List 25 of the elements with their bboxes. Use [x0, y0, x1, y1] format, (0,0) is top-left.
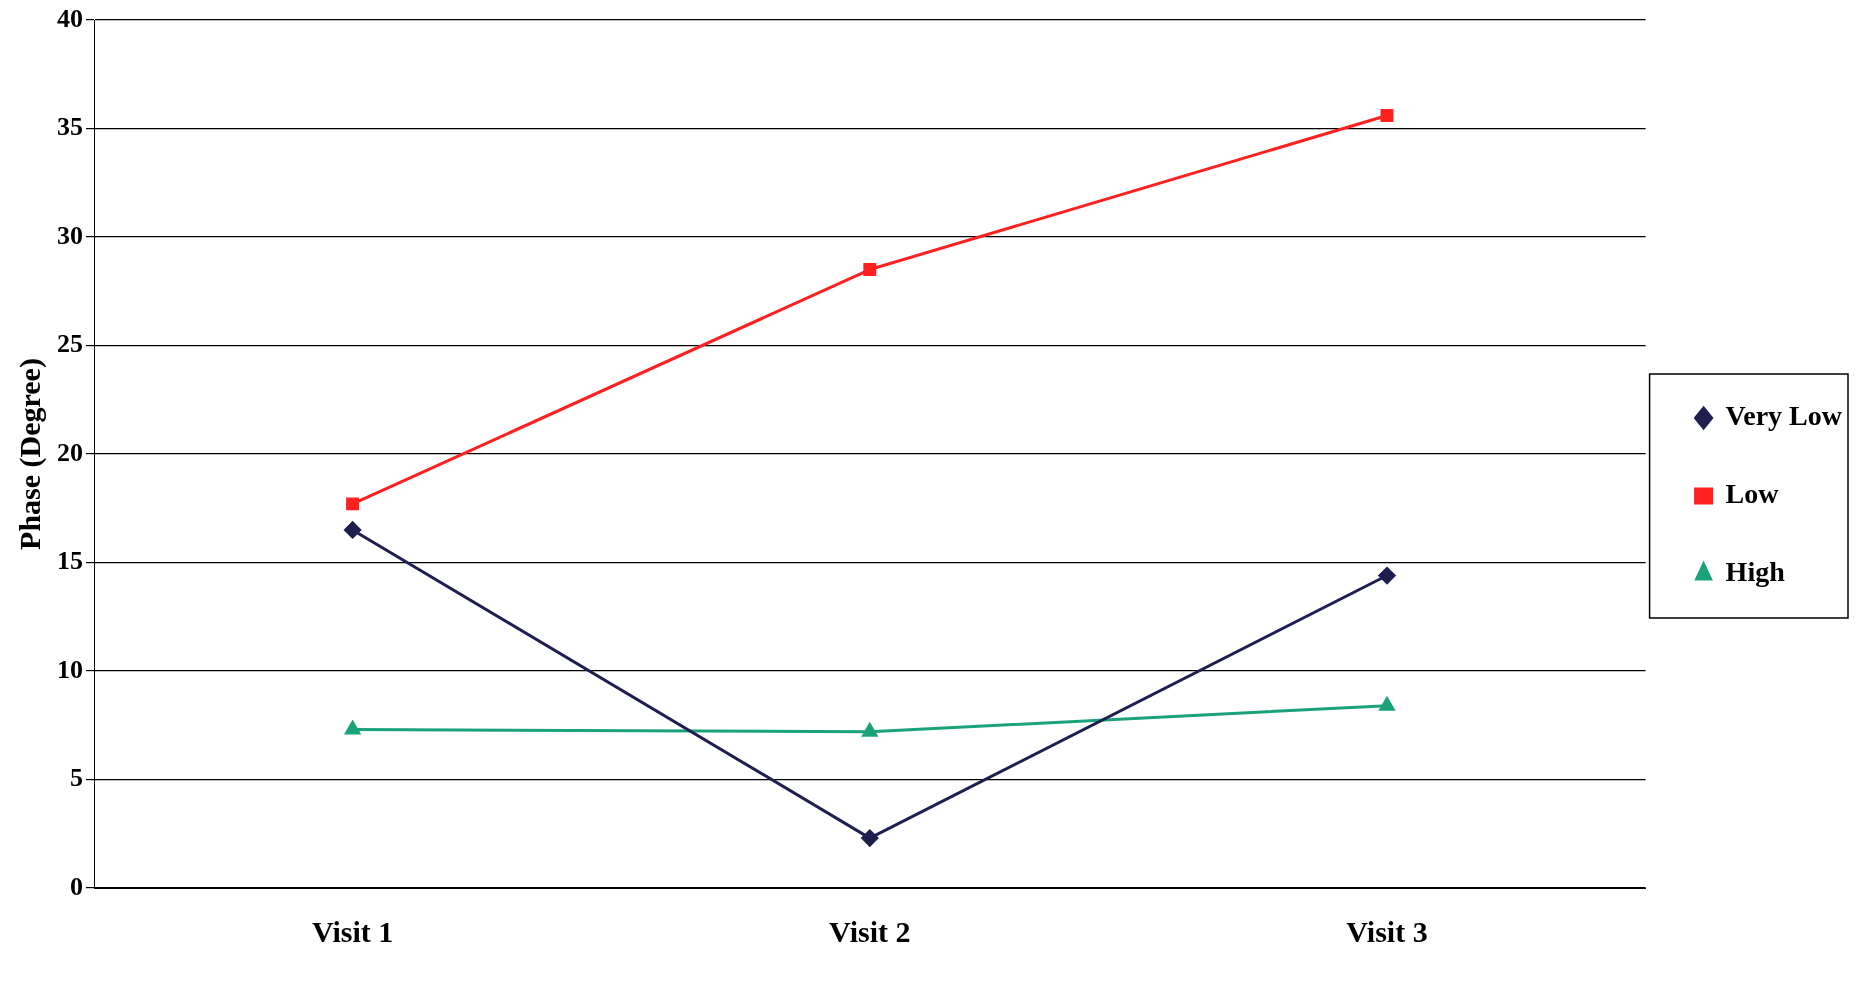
point [1379, 697, 1395, 711]
y-tick-label: 25 [57, 329, 83, 359]
y-tick-label: 40 [57, 3, 83, 33]
y-tick-label: 15 [57, 546, 83, 576]
y-tick-label: 10 [57, 654, 83, 684]
y-tick-label: 30 [57, 220, 83, 250]
x-tick-label: Visit 2 [829, 914, 911, 948]
legend-label: High [1725, 556, 1786, 588]
x-tick-label: Visit 1 [311, 914, 394, 948]
point [1378, 567, 1396, 585]
y-tick-label: 20 [57, 437, 83, 467]
y-axis-title: Phase (Degree) [12, 358, 47, 550]
legend-label: Low [1725, 478, 1780, 510]
point [861, 829, 879, 847]
point [862, 723, 878, 737]
x-tick-label: Visit 3 [1346, 914, 1428, 948]
y-tick-label: 35 [57, 112, 83, 142]
point [863, 263, 877, 276]
legend-label: Very Low [1725, 400, 1843, 432]
point [345, 721, 361, 735]
y-tick-label: 0 [70, 871, 83, 901]
point [1380, 109, 1394, 122]
y-tick-label: 5 [70, 763, 83, 793]
point [344, 521, 362, 539]
point [346, 497, 360, 511]
